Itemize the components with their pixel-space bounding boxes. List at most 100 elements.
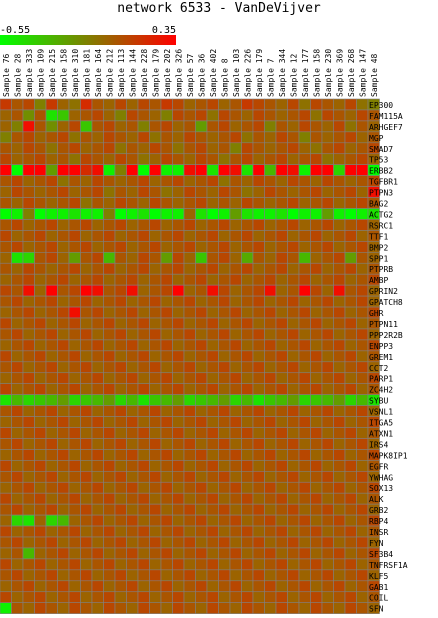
heatmap-cell bbox=[11, 481, 24, 494]
heatmap-cell bbox=[91, 230, 104, 242]
heatmap-cell bbox=[103, 569, 116, 582]
heatmap-cell bbox=[0, 186, 12, 198]
heatmap-cell bbox=[298, 481, 311, 494]
row-label: EP300 bbox=[369, 101, 393, 110]
heatmap-cell bbox=[229, 120, 242, 133]
heatmap-cell bbox=[344, 536, 357, 549]
heatmap-cell bbox=[298, 372, 311, 384]
heatmap-cell bbox=[321, 230, 334, 242]
heatmap-cell bbox=[229, 284, 242, 297]
heatmap-cell bbox=[183, 460, 196, 472]
heatmap-cell bbox=[287, 120, 300, 133]
heatmap-cell bbox=[160, 306, 173, 319]
heatmap-cell bbox=[22, 602, 35, 614]
heatmap-cell bbox=[287, 525, 300, 538]
heatmap-cell bbox=[34, 273, 47, 286]
heatmap-cell bbox=[241, 230, 254, 242]
heatmap-cell bbox=[0, 350, 12, 363]
heatmap-cell bbox=[126, 252, 139, 264]
heatmap-cell bbox=[137, 284, 150, 297]
heatmap-cell bbox=[275, 514, 288, 527]
heatmap-cell bbox=[298, 186, 311, 198]
heatmap-cell bbox=[160, 438, 173, 450]
heatmap-cell bbox=[275, 284, 288, 297]
heatmap-cell bbox=[45, 284, 58, 297]
heatmap-cell bbox=[252, 602, 265, 614]
heatmap-cell bbox=[298, 98, 311, 111]
heatmap-cell bbox=[195, 503, 208, 516]
heatmap-cell bbox=[241, 394, 254, 406]
heatmap-cell bbox=[80, 569, 93, 582]
heatmap-cell bbox=[137, 109, 150, 122]
heatmap-cell bbox=[11, 580, 24, 593]
heatmap-cell bbox=[172, 503, 185, 516]
heatmap-cell bbox=[103, 197, 116, 209]
heatmap-cell bbox=[344, 525, 357, 538]
row-label: IRS4 bbox=[369, 440, 388, 449]
heatmap-cell bbox=[321, 98, 334, 111]
heatmap-cell bbox=[80, 328, 93, 341]
heatmap-cell bbox=[275, 219, 288, 231]
heatmap-cell bbox=[206, 197, 219, 209]
heatmap-cell bbox=[68, 98, 81, 111]
heatmap-cell bbox=[252, 558, 265, 571]
heatmap-cell bbox=[57, 602, 70, 614]
heatmap-cell bbox=[275, 438, 288, 450]
heatmap-cell bbox=[172, 197, 185, 209]
heatmap-cell bbox=[68, 219, 81, 231]
heatmap-cell bbox=[11, 284, 24, 297]
heatmap-cell bbox=[229, 306, 242, 319]
row-label: TP53 bbox=[369, 156, 388, 165]
heatmap-cell bbox=[229, 503, 242, 516]
column-label: Sample 202 bbox=[163, 49, 172, 97]
heatmap-cell bbox=[68, 591, 81, 603]
heatmap-cell bbox=[11, 306, 24, 319]
heatmap-cell bbox=[11, 470, 24, 483]
heatmap-cell bbox=[183, 131, 196, 144]
heatmap-cell bbox=[183, 525, 196, 538]
heatmap-cell bbox=[333, 481, 346, 494]
heatmap-cell bbox=[68, 230, 81, 242]
heatmap-cell bbox=[149, 295, 162, 308]
heatmap-cell bbox=[229, 262, 242, 275]
heatmap-cell bbox=[241, 503, 254, 516]
heatmap-cell bbox=[0, 317, 12, 330]
heatmap-cell bbox=[80, 525, 93, 538]
heatmap-cell bbox=[275, 164, 288, 176]
heatmap-cell bbox=[229, 219, 242, 231]
heatmap-cell bbox=[172, 394, 185, 406]
heatmap-cell bbox=[11, 153, 24, 165]
heatmap-cell bbox=[183, 416, 196, 428]
heatmap-cell bbox=[126, 131, 139, 144]
heatmap-cell bbox=[241, 470, 254, 483]
heatmap-cell bbox=[11, 416, 24, 428]
heatmap-cell bbox=[321, 416, 334, 428]
row-label: AMBP bbox=[369, 276, 388, 285]
heatmap-cell bbox=[310, 98, 323, 111]
heatmap-cell bbox=[229, 164, 242, 176]
heatmap-cell bbox=[183, 394, 196, 406]
heatmap-cell bbox=[333, 241, 346, 253]
heatmap-cell bbox=[22, 98, 35, 111]
row-label: SF3B4 bbox=[369, 550, 393, 559]
heatmap-cell bbox=[137, 295, 150, 308]
heatmap-cell bbox=[356, 153, 369, 165]
heatmap-cell bbox=[160, 427, 173, 439]
heatmap-cell bbox=[229, 98, 242, 111]
heatmap-cell bbox=[172, 219, 185, 231]
heatmap-cell bbox=[287, 219, 300, 231]
row-label: YWHAG bbox=[369, 473, 393, 482]
heatmap-cell bbox=[218, 98, 231, 111]
heatmap-cell bbox=[0, 142, 12, 155]
heatmap-cell bbox=[45, 372, 58, 384]
heatmap-cell bbox=[103, 416, 116, 428]
heatmap-cell bbox=[45, 241, 58, 253]
heatmap-cell bbox=[11, 361, 24, 374]
heatmap-cell bbox=[310, 503, 323, 516]
heatmap-cell bbox=[34, 580, 47, 593]
heatmap-cell bbox=[0, 492, 12, 505]
heatmap-cell bbox=[333, 262, 346, 275]
heatmap-cell bbox=[218, 273, 231, 286]
heatmap-cell bbox=[11, 339, 24, 352]
heatmap-cell bbox=[126, 120, 139, 133]
